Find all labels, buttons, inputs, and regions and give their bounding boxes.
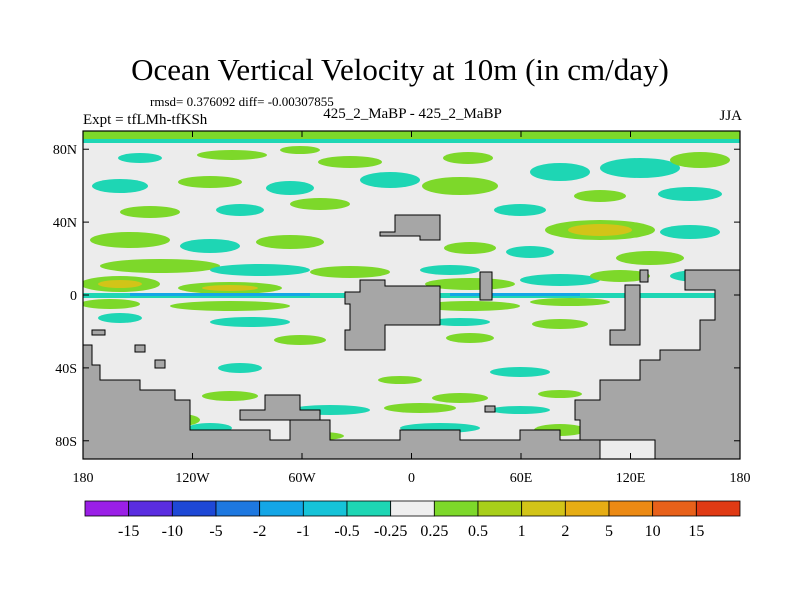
colorbar-label: 0.5 [468,523,488,540]
north-high-latitude-patches [92,146,730,202]
colorbar-swatch [259,500,304,517]
season-label: JJA [719,108,742,124]
stats-label: rmsd= 0.376092 diff= -0.00307855 [150,94,334,109]
lat-tick-label: 0 [70,289,77,304]
lon-tick-label: 120W [175,471,210,486]
colorbar-swatch [433,500,479,517]
colorbar: -15 -10 -5 -2 -1 -0.5 -0.25 0.25 0.5 1 2 5 10 15 [84,500,741,540]
colorbar-label: -0.5 [334,523,359,540]
land-masses [83,214,740,459]
colorbar-swatch [695,500,741,517]
lat-tick-label: 80N [53,143,77,158]
arctic-band-edge [83,139,740,143]
colorbar-label: -10 [162,523,183,540]
colorbar-swatch [346,500,392,517]
colorbar-swatch [215,500,261,517]
latitude-axis: 80N 40N 0 40S 80S [53,143,740,450]
lon-tick-label: 60W [288,471,316,486]
longitude-axis: 180 120W 60W 0 60E 120E 180 [73,131,751,486]
lon-tick-label: 60E [510,471,533,486]
lon-tick-label: 180 [73,471,94,486]
lat-tick-label: 40S [55,362,77,377]
lon-tick-label: 120E [616,471,646,486]
experiment-label: Expt = tfLMh-tfKSh [83,112,208,128]
colorbar-label: 2 [561,523,569,540]
colorbar-label: -2 [253,523,266,540]
north-mid-latitude-patches [90,198,720,265]
lon-tick-label: 180 [730,471,751,486]
colorbar-label: -0.25 [374,523,407,540]
lat-tick-label: 40N [53,216,77,231]
colorbar-label: 5 [605,523,613,540]
colorbar-swatch [128,500,173,517]
case-label: 425_2_MaBP - 425_2_MaBP [323,106,502,122]
colorbar-label: 1 [518,523,526,540]
colorbar-label: 0.25 [420,523,448,540]
colorbar-swatch [84,500,130,517]
colorbar-swatch [302,500,348,517]
colorbar-label: -15 [118,523,139,540]
colorbar-swatch [390,500,435,517]
colorbar-label: 10 [645,523,661,540]
colorbar-swatch [652,500,697,517]
colorbar-swatch [564,500,610,517]
colorbar-label: -5 [209,523,222,540]
colorbar-swatch [521,500,566,517]
colorbar-swatch [171,500,217,517]
colorbar-swatch [477,500,523,517]
colorbar-label: 15 [688,523,704,540]
lon-tick-label: 0 [408,471,415,486]
colorbar-swatch [608,500,654,517]
lat-tick-label: 80S [55,435,77,450]
colorbar-label: -1 [297,523,310,540]
map-title: Ocean Vertical Velocity at 10m (in cm/da… [131,52,669,87]
